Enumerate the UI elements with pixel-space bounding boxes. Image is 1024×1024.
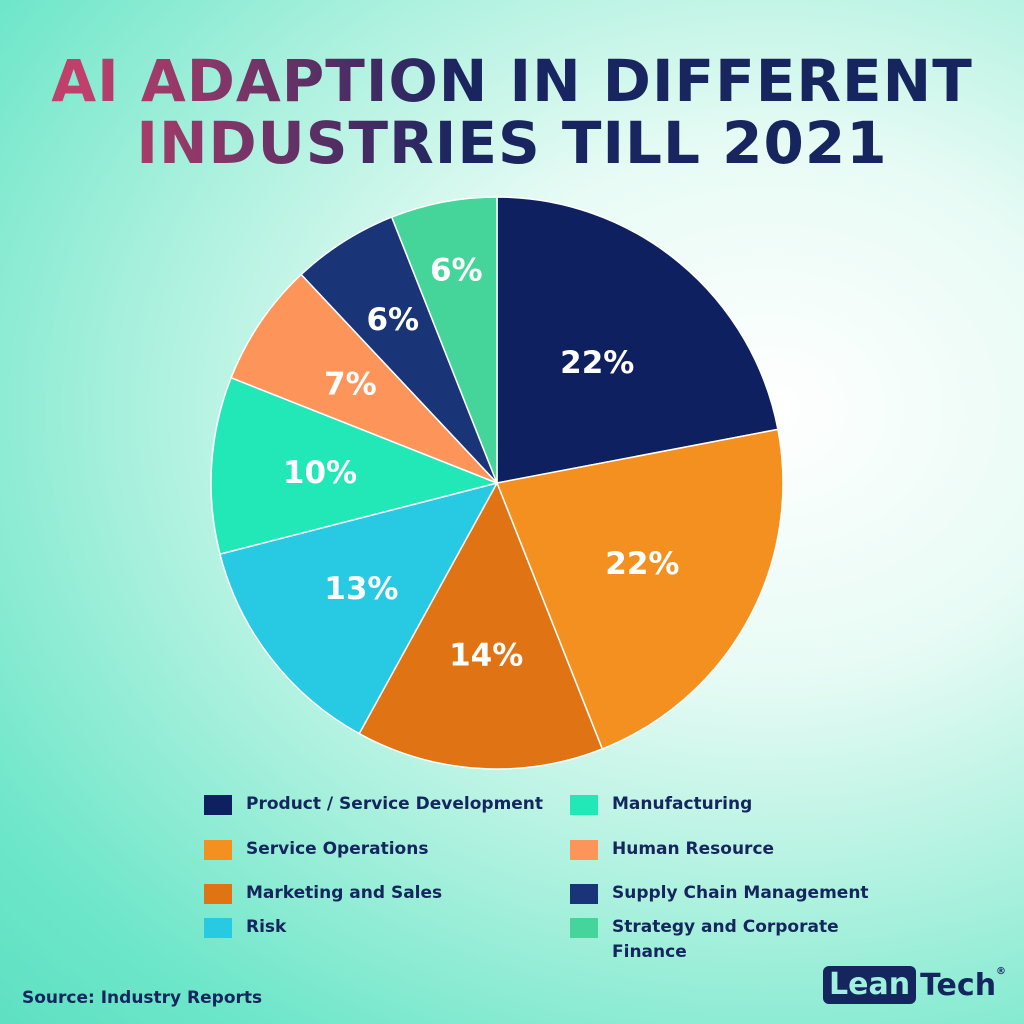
legend-label: Product / Service Development: [246, 794, 544, 814]
legend-swatch: [204, 795, 232, 815]
legend-label: Service Operations: [246, 839, 429, 859]
pie-slice-risk: [219, 481, 499, 735]
data-label: 22%: [605, 546, 679, 582]
data-label: 14%: [449, 637, 523, 673]
legend-item: Service Operations: [204, 839, 429, 862]
pie-slice-service-operations: [495, 428, 784, 750]
registered-mark: ®: [996, 966, 1007, 977]
legend-item: Human Resource: [570, 839, 775, 862]
data-label: 10%: [283, 455, 357, 491]
legend-swatch: [570, 795, 598, 815]
legend-swatch: [570, 884, 598, 904]
legend-swatch: [570, 840, 598, 860]
leantech-logo: Lean Tech ®: [823, 966, 1006, 1004]
data-label: 6%: [430, 252, 483, 288]
legend-swatch: [204, 918, 232, 938]
data-label: 6%: [366, 302, 419, 338]
data-label: 22%: [560, 345, 634, 381]
legend-label: Marketing and Sales: [246, 883, 443, 903]
legend-swatch: [570, 918, 598, 938]
legend-label: Supply Chain Management: [612, 883, 869, 903]
legend-label: Risk: [246, 917, 287, 937]
legend-label: Manufacturing: [612, 794, 753, 814]
data-label: 7%: [324, 366, 377, 402]
pie-slice-human-resource: [230, 273, 498, 484]
legend-item: Risk: [204, 917, 287, 940]
data-label: 13%: [324, 571, 398, 607]
chart-title-line-2: INDUSTRIES TILL 2021: [0, 112, 1024, 174]
legend-item: Marketing and Sales: [204, 883, 443, 906]
legend-item: Supply Chain Management: [570, 883, 869, 906]
source-note: Source: Industry Reports: [22, 988, 263, 1008]
pie-slice-manufacturing: [210, 376, 500, 556]
legend-swatch: [204, 884, 232, 904]
pie-slice-strategy-and-corporate-finance: [390, 196, 498, 484]
pie-slice-marketing-and-sales: [358, 481, 604, 770]
logo-tech: Tech: [920, 967, 997, 1003]
legend-label: Strategy and Corporate Finance: [612, 917, 839, 962]
legend-label: Human Resource: [612, 839, 775, 859]
legend-swatch: [204, 840, 232, 860]
legend-item: Strategy and Corporate Finance: [570, 917, 850, 965]
legend-item: Manufacturing: [570, 794, 753, 817]
logo-lean: Lean: [823, 966, 917, 1004]
legend-item: Product / Service Development: [204, 794, 544, 817]
pie-slice-product-service-development: [496, 196, 779, 484]
chart-title-line-1: AI ADAPTION IN DIFFERENT: [0, 50, 1024, 112]
